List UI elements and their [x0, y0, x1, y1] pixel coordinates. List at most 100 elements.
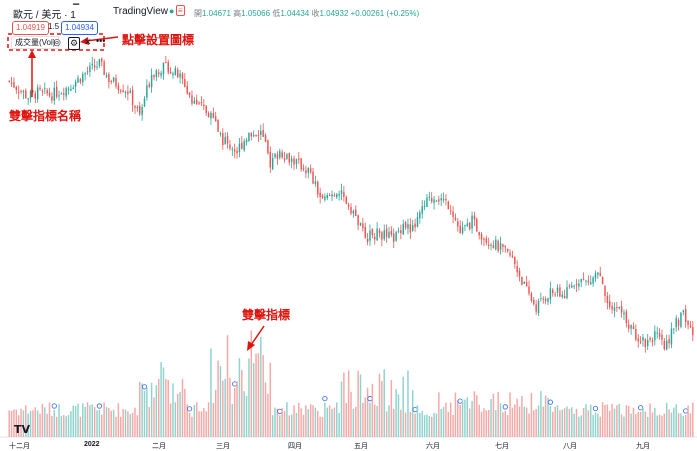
volume-bar — [518, 406, 521, 437]
volume-pane[interactable] — [8, 330, 694, 437]
volume-bar — [447, 411, 450, 437]
candle-body — [8, 80, 10, 82]
volume-bar — [549, 406, 552, 437]
volume-bar — [658, 414, 661, 437]
volume-marker — [367, 396, 373, 402]
candle-body — [521, 276, 523, 286]
volume-bar — [172, 383, 174, 437]
candle-body — [654, 331, 656, 341]
candle-body — [328, 195, 331, 197]
candle-body — [663, 340, 666, 350]
candle-body — [692, 326, 694, 336]
candle-body — [255, 134, 257, 137]
volume-bar — [195, 402, 198, 437]
volume-bar — [288, 415, 291, 437]
settings-hint-arrowhead — [80, 37, 89, 45]
candle-body — [160, 72, 162, 76]
candle-body — [537, 300, 540, 314]
volume-bar — [60, 415, 63, 437]
volume-bar — [20, 408, 22, 437]
candle-body — [34, 93, 37, 99]
volume-bar — [222, 380, 224, 437]
sell-price-button[interactable]: 1.04919 — [12, 21, 49, 35]
volume-bar — [404, 412, 407, 437]
candle-body — [644, 338, 647, 347]
volume-bar — [236, 381, 238, 437]
volume-bar — [74, 406, 77, 437]
settings-gear-icon[interactable]: ⚙ — [68, 37, 81, 50]
visibility-eye-icon[interactable]: ◎ — [53, 37, 61, 47]
volume-bar — [262, 354, 264, 437]
x-tick-label: 八月 — [563, 443, 577, 450]
replay-icon[interactable]: ≡ — [176, 5, 185, 16]
volume-bar — [409, 411, 412, 437]
volume-bar — [680, 413, 682, 437]
candle-body — [101, 58, 103, 62]
candle-body — [525, 282, 528, 287]
candle-body — [682, 310, 685, 313]
volume-bar — [575, 408, 578, 437]
volume-bar — [355, 406, 357, 437]
volume-bar — [364, 397, 366, 437]
volume-bar — [594, 412, 597, 437]
x-tick-label: 三月 — [216, 443, 230, 450]
volume-bar — [523, 406, 526, 437]
volume-bar — [597, 413, 599, 437]
buy-price-button[interactable]: 1.04934 — [61, 21, 98, 35]
volume-bar — [649, 403, 651, 437]
tradingview-brand: TradingView — [113, 6, 169, 17]
candle-body — [65, 88, 67, 97]
volume-bar — [300, 408, 302, 437]
candles-pane[interactable] — [8, 55, 694, 353]
candle-body — [41, 90, 44, 92]
volume-bar — [286, 402, 288, 437]
volume-bar — [390, 379, 393, 437]
more-options-icon[interactable]: ••• — [96, 36, 106, 46]
volume-bar — [464, 399, 466, 437]
candle-body — [630, 324, 632, 329]
remove-close-icon[interactable]: ✕ — [84, 37, 92, 47]
volume-bar — [371, 383, 374, 437]
candle-body — [331, 194, 333, 197]
candle-body — [148, 84, 150, 87]
volume-bar — [46, 413, 48, 437]
symbol-title[interactable]: 歐元 / 美元 · 1 — [13, 10, 76, 21]
volume-bar — [542, 406, 545, 437]
indicator-legend-name[interactable]: 成交量(Vol) — [11, 36, 60, 49]
volume-bar — [219, 365, 222, 437]
volume-bar — [309, 404, 312, 437]
candle-body — [604, 285, 606, 296]
candle-body — [535, 304, 537, 312]
volume-bar — [492, 393, 495, 437]
volume-bar — [34, 407, 37, 437]
candle-body — [423, 206, 426, 208]
candle-body — [468, 222, 471, 230]
volume-bar — [124, 409, 127, 437]
volume-bar — [509, 392, 511, 437]
volume-bar — [397, 394, 400, 437]
volume-bar — [623, 416, 625, 437]
volume-bar — [642, 408, 644, 437]
candle-body — [222, 132, 224, 146]
volume-bar — [580, 415, 582, 437]
volume-bar — [338, 412, 340, 437]
volume-bar — [141, 383, 143, 437]
volume-bar — [32, 410, 34, 437]
volume-bar — [468, 408, 471, 437]
volume-bar — [58, 403, 60, 437]
candle-body — [53, 87, 56, 101]
candle-body — [504, 245, 507, 248]
candle-body — [267, 140, 269, 154]
candle-body — [70, 88, 72, 91]
candle-body — [518, 270, 521, 277]
candle-body — [82, 74, 84, 83]
candle-body — [352, 210, 355, 214]
candle-body — [390, 230, 393, 235]
interval-dropdown-icon[interactable]: ▔ — [73, 4, 80, 13]
candle-body — [582, 278, 585, 280]
candle-body — [440, 198, 442, 201]
candle-body — [414, 223, 416, 228]
volume-bar — [72, 405, 75, 437]
candle-body — [590, 282, 592, 285]
